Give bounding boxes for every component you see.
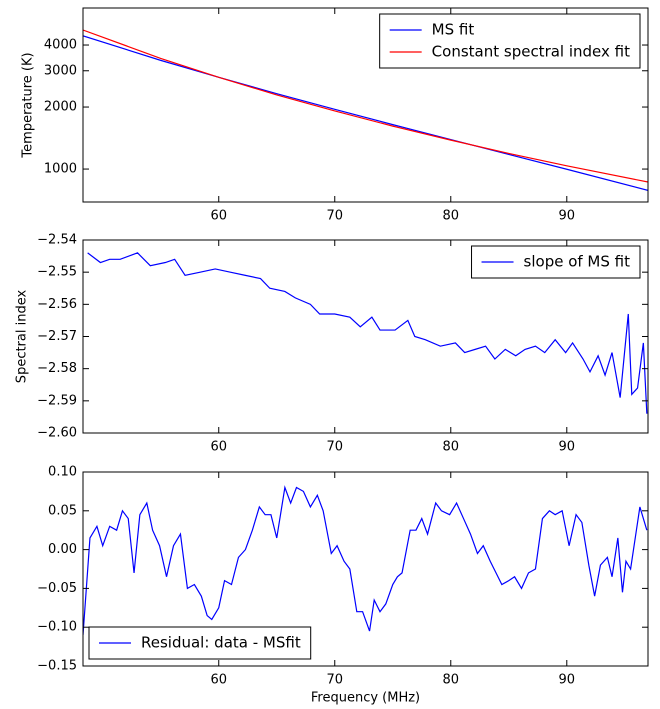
x-tick-label: 60 bbox=[210, 209, 227, 224]
x-tick-label: 70 bbox=[326, 673, 343, 688]
x-tick-label: 90 bbox=[559, 673, 576, 688]
y-tick-label: −2.57 bbox=[37, 329, 77, 344]
x-axis-label: Frequency (MHz) bbox=[311, 691, 420, 706]
plot-area bbox=[83, 29, 648, 191]
y-tick-label: 2000 bbox=[44, 100, 77, 115]
legend-label: Residual: data - MSfit bbox=[141, 634, 301, 652]
x-tick-label: 60 bbox=[210, 440, 227, 455]
y-tick-label: 1000 bbox=[44, 162, 77, 177]
y-tick-label: 4000 bbox=[44, 38, 77, 53]
axes-frame bbox=[82, 471, 649, 667]
x-tick-label: 90 bbox=[559, 440, 576, 455]
x-tick-label: 90 bbox=[559, 209, 576, 224]
y-tick-label: −2.54 bbox=[37, 233, 77, 248]
y-tick-label: −0.05 bbox=[37, 581, 77, 596]
y-tick-label: 0.05 bbox=[48, 503, 77, 518]
x-tick-label: 80 bbox=[442, 440, 459, 455]
y-axis-label: Spectral index bbox=[15, 290, 30, 384]
x-tick-label: 60 bbox=[210, 673, 227, 688]
y-tick-label: −2.59 bbox=[37, 393, 77, 408]
plot-area bbox=[83, 485, 648, 636]
x-tick-label: 80 bbox=[442, 673, 459, 688]
y-tick-label: −2.55 bbox=[37, 265, 77, 280]
y-tick-label: −2.60 bbox=[37, 426, 77, 441]
data-line bbox=[83, 485, 648, 636]
legend: MS fit Constant spectral index fit bbox=[379, 13, 641, 69]
y-tick-label: −2.56 bbox=[37, 297, 77, 312]
plot-area bbox=[87, 252, 648, 414]
y-axis-label: Temperature (K) bbox=[21, 52, 36, 158]
legend: slope of MS fit bbox=[471, 245, 641, 279]
x-tick-label: 70 bbox=[326, 209, 343, 224]
axes-frame bbox=[82, 7, 649, 203]
y-tick-label: 0.00 bbox=[48, 542, 77, 557]
x-tick-label: 70 bbox=[326, 440, 343, 455]
legend-label: MS fit bbox=[432, 21, 475, 39]
y-tick-label: 3000 bbox=[44, 63, 77, 78]
x-tick-label: 80 bbox=[442, 209, 459, 224]
data-line bbox=[83, 29, 648, 183]
legend-frame bbox=[379, 13, 641, 69]
data-line bbox=[87, 252, 648, 414]
y-tick-label: 0.10 bbox=[48, 465, 77, 480]
data-line bbox=[83, 35, 648, 191]
y-tick-label: −0.10 bbox=[37, 620, 77, 635]
y-tick-label: −2.58 bbox=[37, 361, 77, 376]
y-tick-label: −0.15 bbox=[37, 659, 77, 674]
legend-label: Constant spectral index fit bbox=[432, 43, 630, 61]
legend: Residual: data - MSfit bbox=[88, 626, 312, 660]
legend-label: slope of MS fit bbox=[524, 253, 631, 271]
